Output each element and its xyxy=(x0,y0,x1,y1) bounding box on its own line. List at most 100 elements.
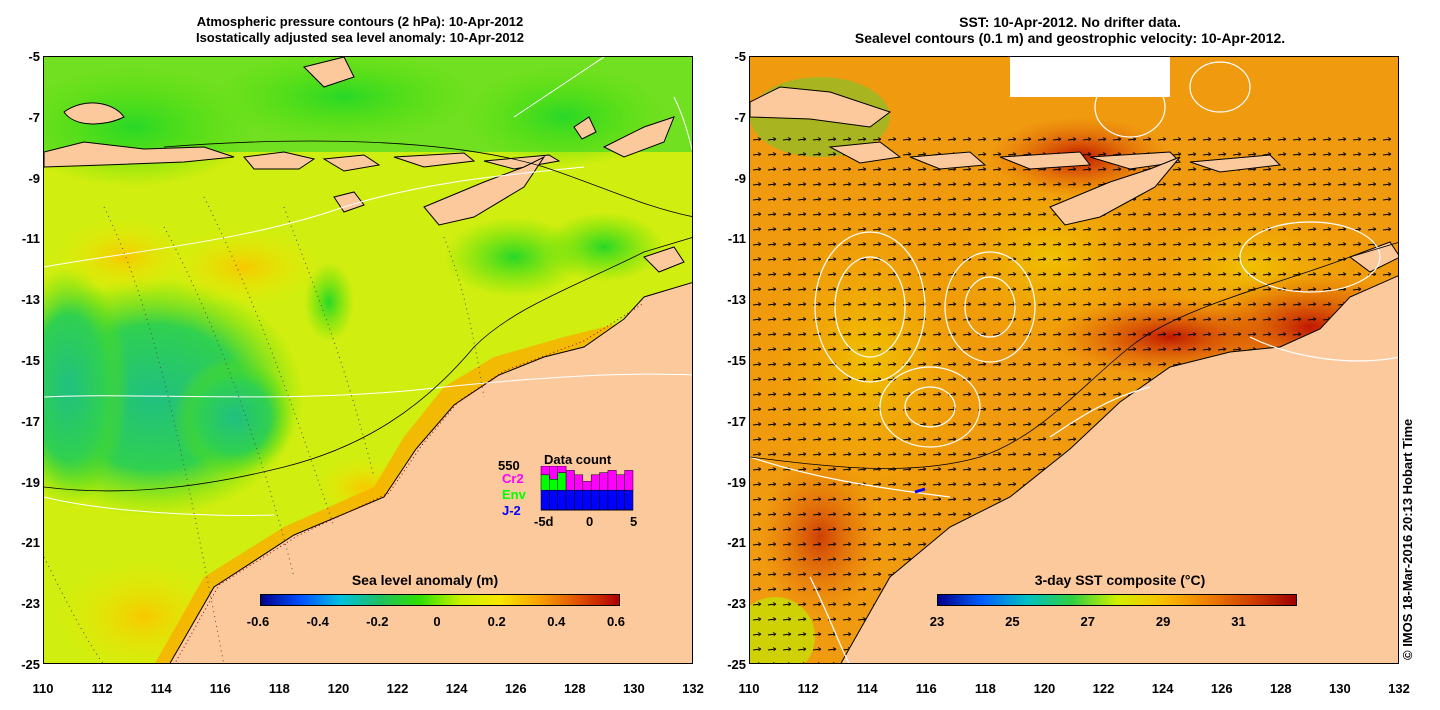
right-x-tick-label: 114 xyxy=(856,681,878,696)
right-y-tick-label: -9 xyxy=(734,170,746,186)
right-y-tick-label: -13 xyxy=(727,292,746,308)
left-y-tick-label: -15 xyxy=(21,353,40,368)
histogram-bar-env xyxy=(549,478,558,491)
data-count-histogram xyxy=(540,466,634,511)
data-count-xtick-mid: 0 xyxy=(586,514,594,529)
left-y-tick-label: -21 xyxy=(21,535,40,551)
histogram-bar-j2 xyxy=(557,489,567,511)
right-y-tick-label: -25 xyxy=(727,657,746,672)
left-x-tick-label: 128 xyxy=(563,681,586,696)
left-x-tick-label: 114 xyxy=(150,681,172,696)
sla-colorbar-tick: -0.4 xyxy=(306,614,329,629)
left-map-title: Atmospheric pressure contours (2 hPa): 1… xyxy=(170,14,550,46)
sla-colorbar-tick: -0.2 xyxy=(366,614,389,629)
credit-text: © IMOS 18-Mar-2016 20:13 Hobart Time xyxy=(1400,418,1415,660)
sst-colorbar-tick: 25 xyxy=(1005,614,1020,629)
histogram-bar-cr2 xyxy=(616,474,625,491)
histogram-bar-j2 xyxy=(540,489,550,511)
histogram-bar-cr2 xyxy=(557,466,567,473)
left-x-tick-label: 122 xyxy=(386,681,409,696)
histogram-bar-j2 xyxy=(616,489,625,511)
right-title-line2: Sealevel contours (0.1 m) and geostrophi… xyxy=(854,30,1286,46)
legend-j2: J-2 xyxy=(502,503,521,518)
histogram-bar-j2 xyxy=(607,489,617,511)
right-x-tick-label: 130 xyxy=(1329,681,1351,696)
left-x-tick-label: 116 xyxy=(209,681,231,696)
right-x-tick-label: 120 xyxy=(1033,681,1056,696)
sst-colorbar-tick: 27 xyxy=(1080,614,1095,629)
sst-colorbar-tick: 29 xyxy=(1155,614,1171,629)
right-y-tick-label: -19 xyxy=(727,474,746,490)
left-y-tick-label: -9 xyxy=(28,170,40,186)
australia-landmass-sst xyxy=(840,275,1398,663)
right-x-tick-label: 128 xyxy=(1269,681,1292,696)
sla-colorbar-tick: 0.2 xyxy=(487,614,506,629)
left-x-tick-label: 118 xyxy=(268,681,290,696)
histogram-bar-j2 xyxy=(599,489,609,511)
right-x-tick-label: 118 xyxy=(974,681,996,696)
sla-colorbar-tick: 0.6 xyxy=(606,614,626,629)
left-y-tick-label: -13 xyxy=(21,292,40,308)
histogram-bar-cr2 xyxy=(549,466,558,480)
right-x-tick-label: 116 xyxy=(915,681,937,696)
left-x-tick-label: 112 xyxy=(91,681,113,696)
left-x-tick-label: 132 xyxy=(682,681,704,696)
data-count-title: Data count xyxy=(544,452,612,467)
left-x-tick-label: 110 xyxy=(32,681,54,696)
right-y-tick-label: -21 xyxy=(727,535,746,551)
data-count-inset: Data count 550 Cr2 Env J-2 -5d 0 5 xyxy=(494,452,644,532)
sla-colorbar-tick: 0 xyxy=(433,614,441,629)
sla-colorbar xyxy=(260,594,620,606)
left-x-tick-label: 130 xyxy=(623,681,645,696)
left-x-tick-label: 120 xyxy=(327,681,350,696)
right-y-tick-label: -23 xyxy=(727,596,746,612)
sst-colorbar-tick: 31 xyxy=(1231,614,1246,629)
left-title-line1: Atmospheric pressure contours (2 hPa): 1… xyxy=(196,14,524,29)
sla-colorbar-tick: -0.6 xyxy=(246,614,270,629)
left-y-tick-label: -5 xyxy=(28,49,40,64)
data-count-max: 550 xyxy=(498,458,520,473)
histogram-bar-env xyxy=(540,474,550,491)
left-x-tick-label: 126 xyxy=(504,681,527,696)
histogram-bar-env xyxy=(557,472,567,491)
left-y-tick-label: -19 xyxy=(21,474,40,490)
data-count-xtick-start: -5d xyxy=(534,514,554,529)
right-x-tick-label: 112 xyxy=(797,681,819,696)
histogram-bar-cr2 xyxy=(607,470,617,491)
right-y-tick-label: -15 xyxy=(727,353,746,368)
sla-colorbar-tick: 0.4 xyxy=(547,614,566,629)
sst-colorbar-title: 3-day SST composite (°C) xyxy=(1034,572,1206,588)
right-y-tick-label: -11 xyxy=(727,231,746,247)
left-y-tick-label: -11 xyxy=(21,231,40,247)
sst-map xyxy=(749,56,1399,664)
sst-colorbar-tick: 23 xyxy=(929,614,945,629)
left-title-line2: Isostatically adjusted sea level anomaly… xyxy=(195,30,525,45)
legend-env: Env xyxy=(502,487,526,502)
right-x-tick-label: 122 xyxy=(1092,681,1115,696)
right-x-tick-label: 110 xyxy=(738,681,760,696)
right-title-line1: SST: 10-Apr-2012. No drifter data. xyxy=(959,14,1181,30)
legend-cr2: Cr2 xyxy=(502,471,524,486)
right-x-tick-label: 132 xyxy=(1388,681,1410,696)
histogram-bar-j2 xyxy=(574,489,584,511)
histogram-bar-cr2 xyxy=(582,481,592,491)
histogram-bar-cr2 xyxy=(574,474,584,491)
histogram-bar-j2 xyxy=(590,489,600,511)
histogram-bar-cr2 xyxy=(540,466,550,476)
histogram-bar-j2 xyxy=(624,489,634,511)
data-count-xtick-end: 5 xyxy=(630,514,638,529)
histogram-bar-cr2 xyxy=(599,472,609,491)
right-y-tick-label: -17 xyxy=(727,413,746,429)
sla-colorbar-title: Sea level anomaly (m) xyxy=(351,572,499,588)
left-y-tick-label: -7 xyxy=(28,109,40,125)
sst-colorbar xyxy=(937,594,1297,606)
right-map-title: SST: 10-Apr-2012. No drifter data. Seale… xyxy=(840,14,1300,46)
right-x-tick-label: 124 xyxy=(1151,681,1174,696)
histogram-bar-cr2 xyxy=(590,474,600,491)
left-y-tick-label: -23 xyxy=(21,596,40,612)
left-y-tick-label: -17 xyxy=(21,413,40,429)
left-y-tick-label: -25 xyxy=(21,657,40,672)
left-x-tick-label: 124 xyxy=(445,681,468,696)
sea-level-anomaly-map xyxy=(43,56,693,664)
histogram-bar-cr2 xyxy=(565,470,575,491)
